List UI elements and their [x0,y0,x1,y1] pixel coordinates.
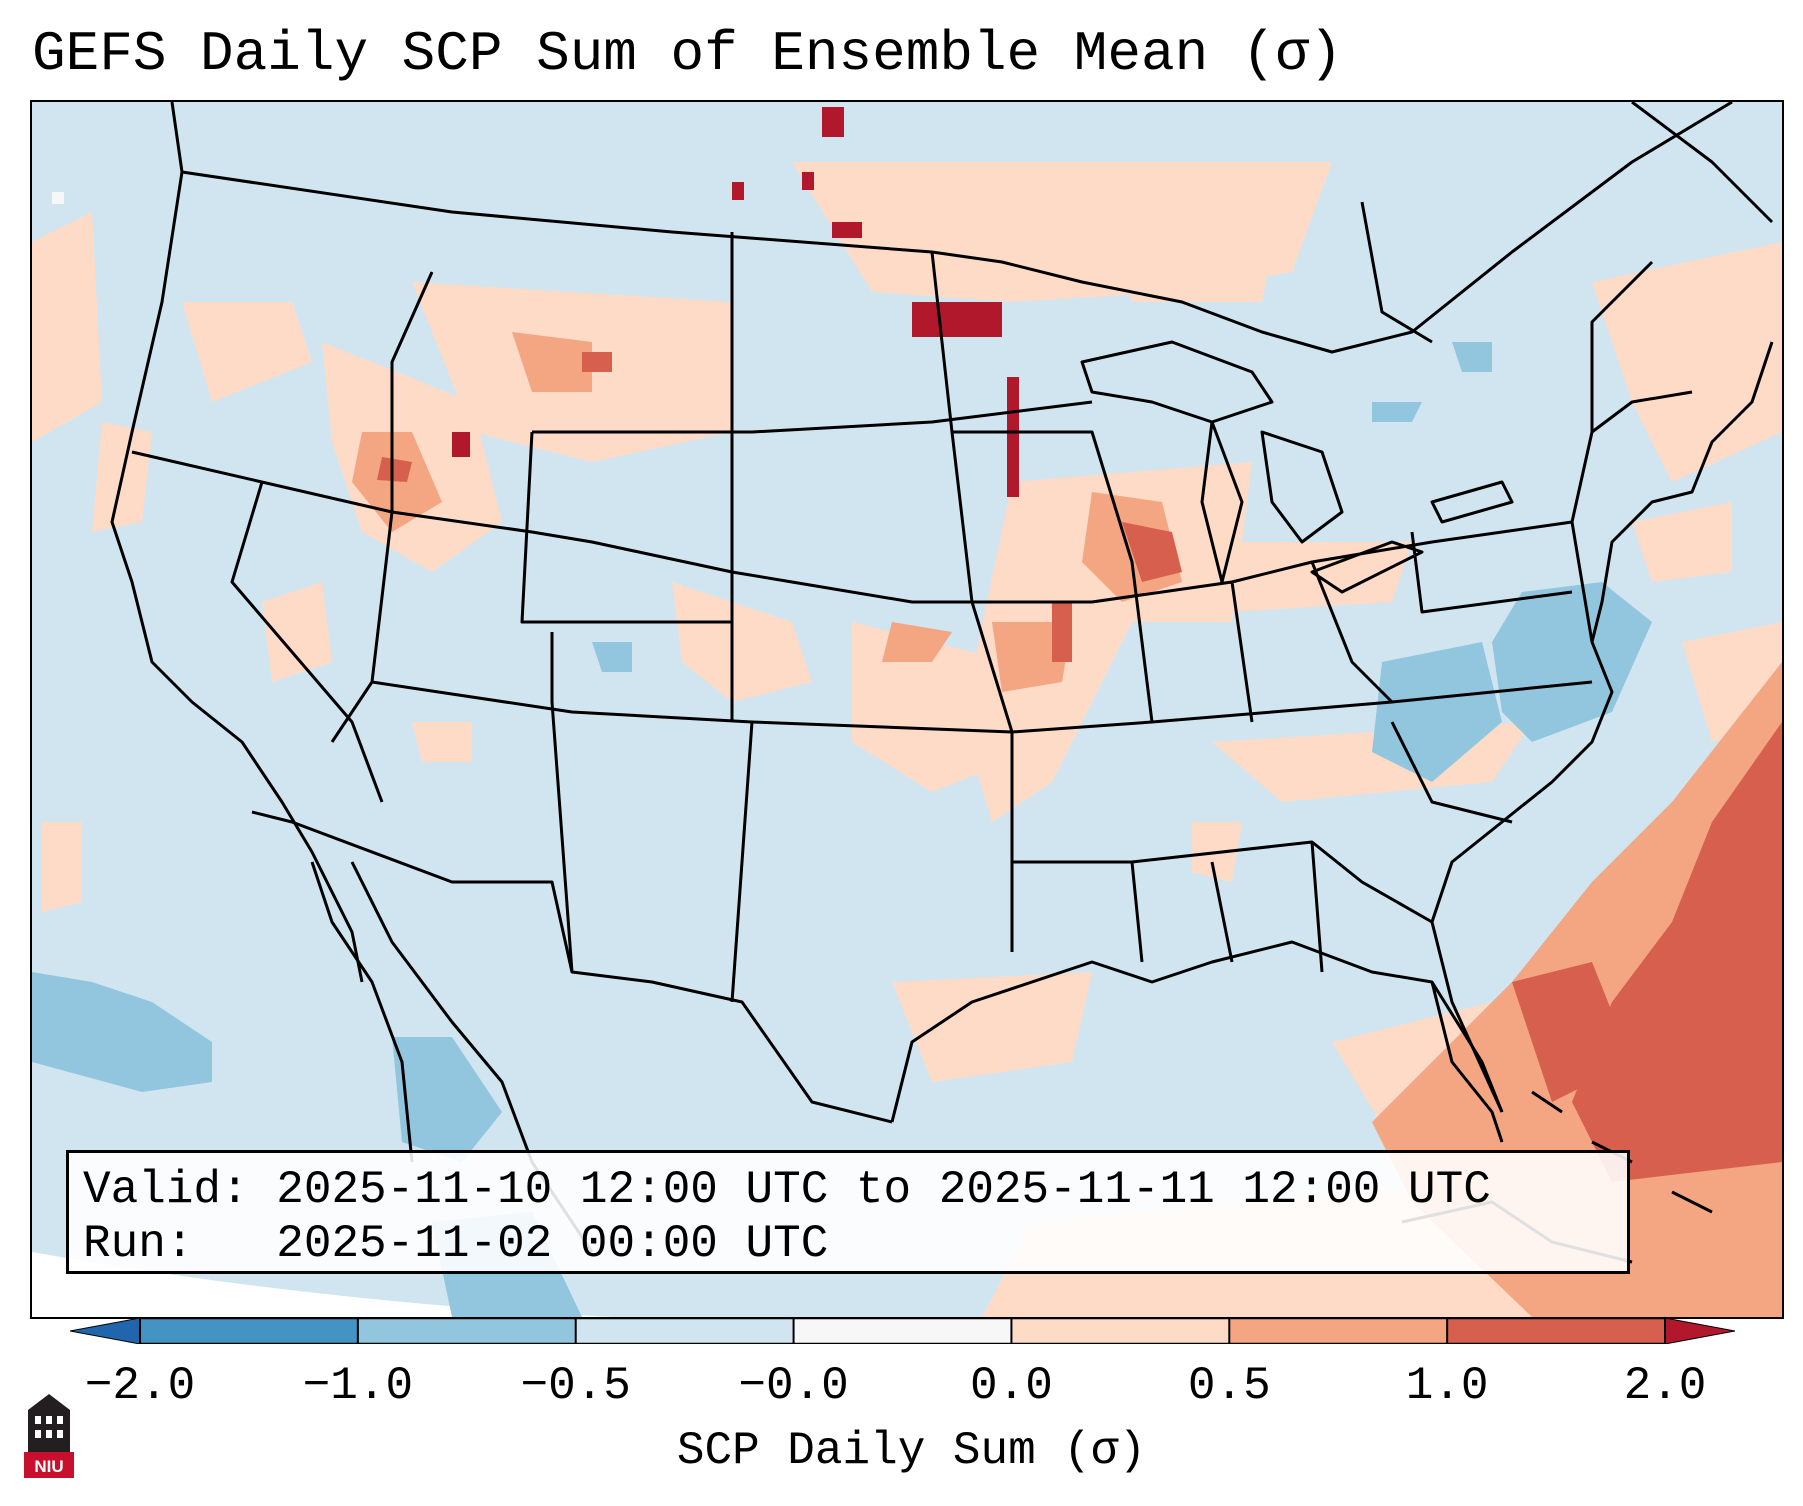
colorbar-tick-label: −0.0 [738,1360,849,1412]
lake-superior [1080,340,1274,424]
valid-info-box: Valid: 2025-11-10 12:00 UTC to 2025-11-1… [66,1150,1630,1274]
map-boundaries [110,102,1774,1264]
colorbar-segments [70,1318,1735,1344]
colorbar-tick-label: 1.0 [1405,1360,1489,1412]
colorbar-bin [575,1318,795,1344]
niu-logo: NIU [24,1394,74,1478]
chart-title: GEFS Daily SCP Sum of Ensemble Mean (σ) [32,22,1343,86]
colorbar-bin [357,1318,577,1344]
colorbar-tick-label: −2.0 [84,1360,196,1412]
colorbar-tick-label: 2.0 [1623,1360,1707,1412]
colorbar-extension-low [70,1318,141,1344]
field-extreme-positive [452,107,1019,497]
colorbar-bin [1229,1318,1448,1344]
lake-michigan [1200,420,1244,584]
canada-border [181,102,1733,354]
field-near-zero [52,192,64,204]
baja-coast [310,861,414,1163]
colorbar-bin [140,1318,359,1344]
colorbar-tick-label: 0.0 [970,1360,1053,1412]
colorbar-label: SCP Daily Sum (σ) [676,1425,1147,1477]
colorbar-bin [1447,1318,1666,1344]
west-coastline [110,102,364,983]
map-panel [30,100,1784,1319]
colorbar [70,1318,1735,1344]
colorbar-bin [1011,1318,1230,1344]
field-dark-positive [377,352,1782,1182]
colorbar-tick-label: 0.5 [1187,1360,1271,1412]
colorbar-ticks [139,1318,1666,1344]
colorbar-tick-label: −1.0 [302,1360,414,1412]
valid-text: Valid: 2025-11-10 12:00 UTC to 2025-11-1… [83,1164,1491,1216]
colorbar-bin [793,1318,1012,1344]
lake-ontario [1430,480,1514,524]
map-canvas [32,102,1782,1317]
east-coastline [1430,341,1774,1113]
colorbar-tick-label: −0.5 [520,1360,631,1412]
colorbar-extension-high [1664,1318,1735,1344]
logo-text: NIU [34,1457,63,1476]
gulf-coastline [890,940,1504,1123]
run-text: Run: 2025-11-02 00:00 UTC [83,1218,829,1270]
lake-huron [1260,430,1344,544]
florida-coast [1430,981,1504,1143]
lake-erie [1310,540,1424,594]
